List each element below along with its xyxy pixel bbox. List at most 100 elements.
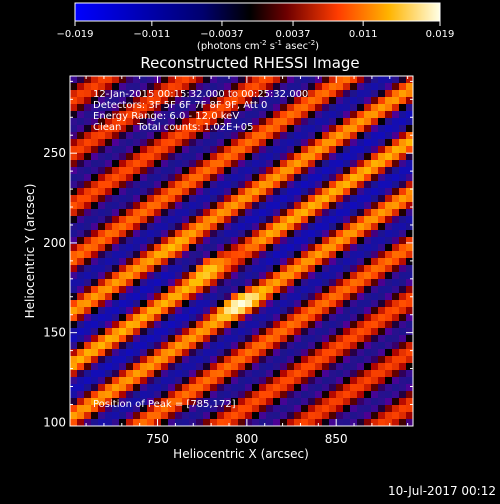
heatmap-cell bbox=[336, 132, 343, 139]
heatmap-cell bbox=[364, 258, 371, 265]
heatmap-cell bbox=[175, 356, 182, 363]
heatmap-cell bbox=[161, 76, 168, 83]
heatmap-cell bbox=[273, 251, 280, 258]
heatmap-cell bbox=[133, 251, 140, 258]
heatmap-cell bbox=[322, 188, 329, 195]
heatmap-cell bbox=[371, 293, 378, 300]
heatmap-cell bbox=[105, 188, 112, 195]
heatmap-cell bbox=[399, 153, 406, 160]
heatmap-cell bbox=[147, 160, 154, 167]
heatmap-cell bbox=[294, 349, 301, 356]
heatmap-cell bbox=[238, 202, 245, 209]
heatmap-cell bbox=[91, 307, 98, 314]
heatmap-cell bbox=[77, 209, 84, 216]
heatmap-cell bbox=[161, 195, 168, 202]
heatmap-cell bbox=[91, 300, 98, 307]
heatmap-cell bbox=[252, 97, 259, 104]
heatmap-cell bbox=[105, 181, 112, 188]
heatmap-cell bbox=[105, 167, 112, 174]
heatmap-cell bbox=[315, 342, 322, 349]
heatmap-cell bbox=[273, 230, 280, 237]
heatmap-cell bbox=[301, 216, 308, 223]
heatmap-cell bbox=[245, 251, 252, 258]
heatmap-cell bbox=[231, 83, 238, 90]
heatmap-cell bbox=[217, 342, 224, 349]
heatmap-cell bbox=[336, 181, 343, 188]
heatmap-cell bbox=[140, 279, 147, 286]
heatmap-cell bbox=[315, 188, 322, 195]
heatmap-cell bbox=[168, 363, 175, 370]
heatmap-cell bbox=[266, 146, 273, 153]
heatmap-cell bbox=[84, 328, 91, 335]
heatmap-cell bbox=[245, 335, 252, 342]
heatmap-cell bbox=[329, 146, 336, 153]
heatmap-cell bbox=[336, 314, 343, 321]
heatmap-cell bbox=[329, 188, 336, 195]
heatmap-cell bbox=[196, 223, 203, 230]
heatmap-cell bbox=[406, 209, 413, 216]
heatmap-cell bbox=[399, 349, 406, 356]
heatmap-cell bbox=[84, 363, 91, 370]
heatmap-cell bbox=[182, 356, 189, 363]
heatmap-cell bbox=[70, 174, 77, 181]
heatmap-cell bbox=[133, 160, 140, 167]
heatmap-cell bbox=[210, 209, 217, 216]
heatmap-cell bbox=[336, 118, 343, 125]
heatmap-cell bbox=[168, 104, 175, 111]
heatmap-cell bbox=[399, 286, 406, 293]
heatmap-cell bbox=[406, 279, 413, 286]
heatmap-cell bbox=[126, 76, 133, 83]
heatmap-cell bbox=[161, 216, 168, 223]
heatmap-cell bbox=[126, 286, 133, 293]
heatmap-cell bbox=[378, 286, 385, 293]
heatmap-cell bbox=[175, 237, 182, 244]
heatmap-cell bbox=[175, 272, 182, 279]
heatmap-cell bbox=[357, 83, 364, 90]
heatmap-cell bbox=[168, 258, 175, 265]
heatmap-cell bbox=[343, 83, 350, 90]
heatmap-cell bbox=[210, 293, 217, 300]
heatmap-cell bbox=[133, 188, 140, 195]
heatmap-cell bbox=[371, 244, 378, 251]
heatmap-cell bbox=[280, 419, 287, 426]
heatmap-cell bbox=[259, 335, 266, 342]
heatmap-cell bbox=[133, 216, 140, 223]
heatmap-cell bbox=[98, 335, 105, 342]
heatmap-cell bbox=[315, 146, 322, 153]
heatmap-cell bbox=[224, 356, 231, 363]
heatmap-cell bbox=[280, 293, 287, 300]
heatmap-cell bbox=[189, 363, 196, 370]
heatmap-cell bbox=[70, 321, 77, 328]
heatmap-cell bbox=[196, 384, 203, 391]
heatmap-cell bbox=[315, 174, 322, 181]
heatmap-cell bbox=[406, 90, 413, 97]
heatmap-cell bbox=[70, 188, 77, 195]
heatmap-cell bbox=[126, 118, 133, 125]
heatmap-cell bbox=[140, 384, 147, 391]
heatmap-cell bbox=[168, 223, 175, 230]
heatmap-cell bbox=[280, 258, 287, 265]
heatmap-cell bbox=[77, 132, 84, 139]
heatmap-cell bbox=[196, 188, 203, 195]
heatmap-cell bbox=[126, 251, 133, 258]
heatmap-cell bbox=[161, 139, 168, 146]
heatmap-cell bbox=[189, 216, 196, 223]
heatmap-cell bbox=[133, 342, 140, 349]
heatmap-cell bbox=[329, 195, 336, 202]
heatmap-cell bbox=[273, 377, 280, 384]
heatmap-cell bbox=[105, 146, 112, 153]
heatmap-cell bbox=[385, 153, 392, 160]
heatmap-cell bbox=[161, 188, 168, 195]
heatmap-cell bbox=[154, 202, 161, 209]
heatmap-cell bbox=[406, 300, 413, 307]
heatmap-cell bbox=[224, 419, 231, 426]
heatmap-cell bbox=[231, 237, 238, 244]
heatmap-cell bbox=[343, 286, 350, 293]
heatmap-cell bbox=[196, 146, 203, 153]
heatmap-cell bbox=[273, 90, 280, 97]
heatmap-cell bbox=[329, 237, 336, 244]
heatmap-cell bbox=[91, 363, 98, 370]
heatmap-cell bbox=[98, 384, 105, 391]
x-tick-label: 750 bbox=[146, 432, 169, 446]
heatmap-cell bbox=[336, 139, 343, 146]
